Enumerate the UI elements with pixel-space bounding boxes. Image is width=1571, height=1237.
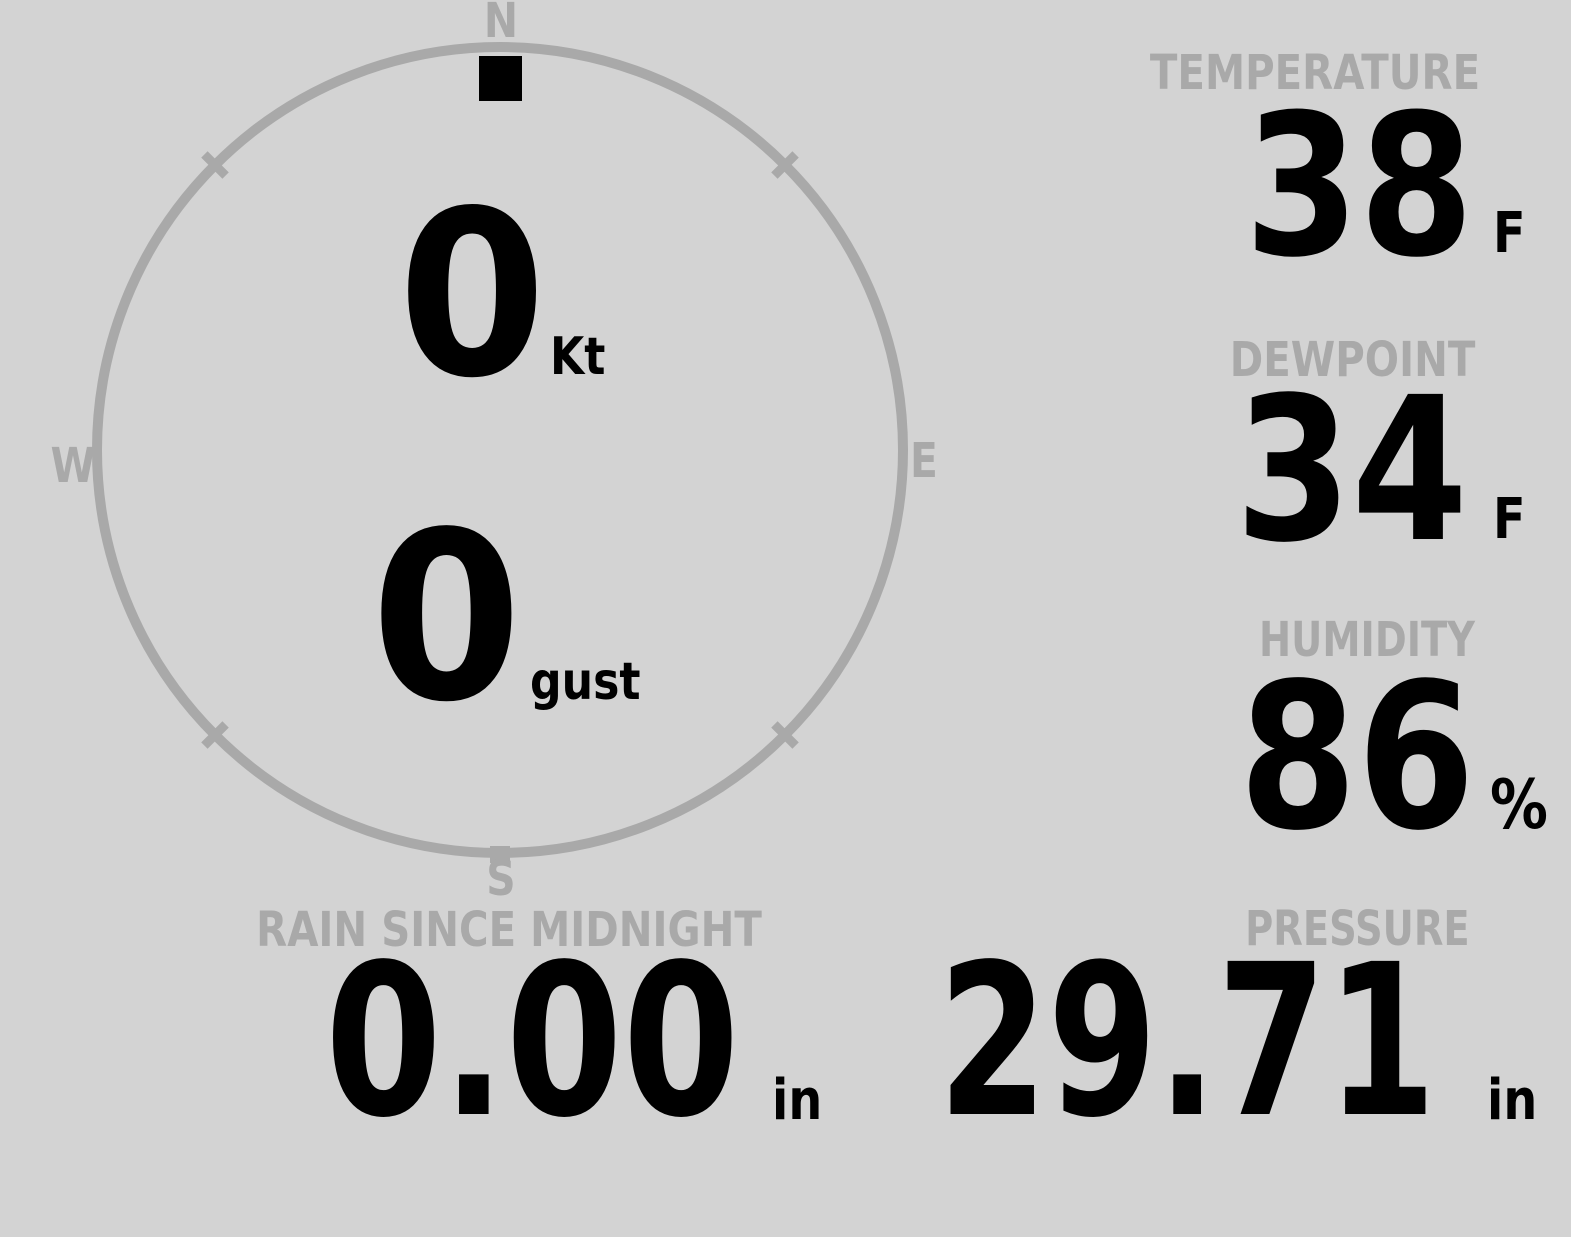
rain-since-midnight-value: 0.00 <box>325 919 740 1164</box>
humidity-unit: % <box>1490 766 1548 845</box>
temperature-label: TEMPERATURE <box>1149 45 1480 101</box>
pressure-label: PRESSURE <box>1245 901 1470 957</box>
wind-direction-marker-icon <box>479 56 522 101</box>
dewpoint-label: DEWPOINT <box>1229 332 1475 388</box>
pressure-unit: in <box>1487 1068 1538 1133</box>
cardinal-east-label: E <box>910 433 938 489</box>
temperature-value: 38 <box>1244 73 1474 301</box>
compass-tick-se-icon <box>771 721 799 749</box>
rain-since-midnight-label: RAIN SINCE MIDNIGHT <box>256 902 762 958</box>
dewpoint-value: 34 <box>1235 354 1468 586</box>
wind-gust-value: 0 <box>371 482 522 753</box>
wind-gust-unit: gust <box>530 652 641 712</box>
dewpoint-unit: F <box>1493 487 1526 552</box>
compass-tick-sw-icon <box>201 721 229 749</box>
wind-compass <box>92 42 908 863</box>
cardinal-west-label: W <box>50 438 96 494</box>
pressure-value: 29.71 <box>937 919 1436 1164</box>
humidity-label: HUMIDITY <box>1259 612 1475 668</box>
temperature-unit: F <box>1493 201 1526 266</box>
compass-tick-s-icon <box>490 846 510 863</box>
humidity-value: 86 <box>1238 639 1475 875</box>
cardinal-south-label: S <box>486 851 516 907</box>
compass-tick-ne-icon <box>771 151 799 179</box>
cardinal-north-label: N <box>483 0 519 49</box>
wind-speed-unit: Kt <box>550 327 606 387</box>
compass-tick-nw-icon <box>201 151 229 179</box>
rain-since-midnight-unit: in <box>772 1068 823 1133</box>
wind-speed-value: 0 <box>398 162 547 429</box>
